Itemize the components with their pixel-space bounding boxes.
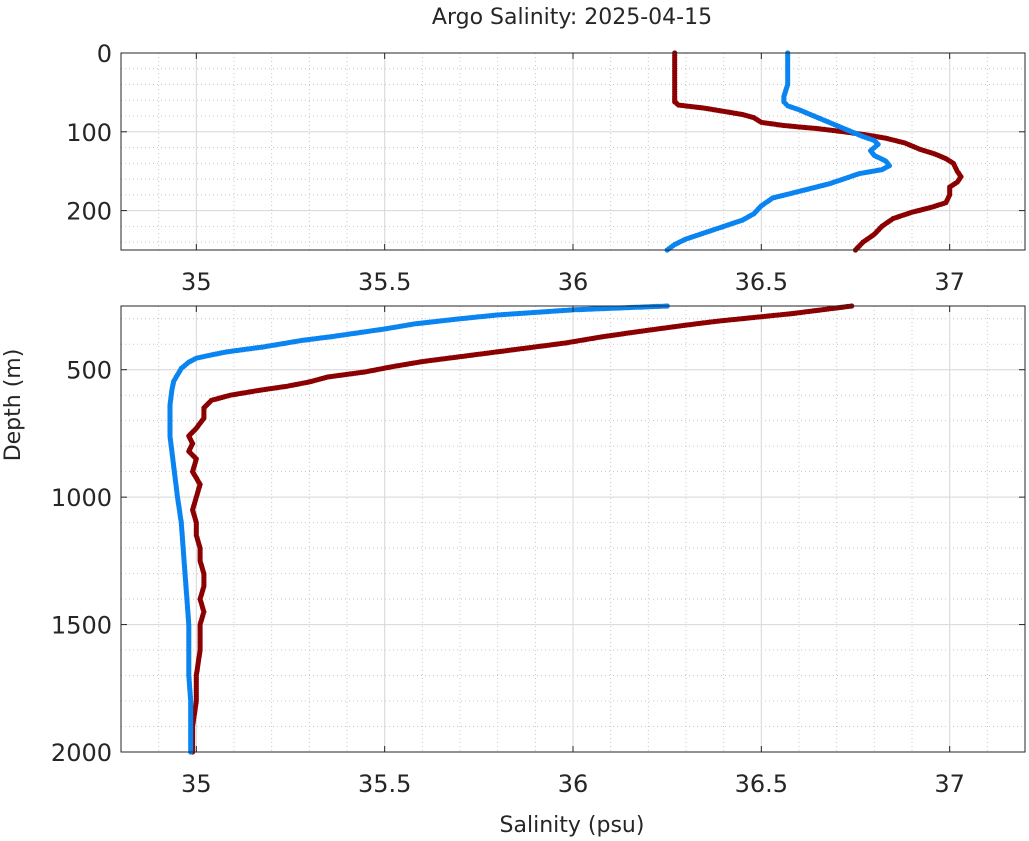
series-0-points [672,50,964,253]
y-axis-label: Depth (m) [1,349,26,462]
x-tick-label: 37 [934,268,965,296]
x-tick-label: 36 [558,770,589,798]
x-tick-label: 37 [934,770,965,798]
y-tick-label: 1500 [51,612,112,640]
y-tick-label: 0 [97,40,112,68]
y-tick-label: 200 [66,198,112,226]
x-tick-label: 35.5 [358,770,411,798]
chart-title: Argo Salinity: 2025-04-15 [432,5,712,30]
x-tick-label: 35 [181,268,212,296]
x-tick-label: 35.5 [358,268,411,296]
x-tick-label: 36.5 [735,268,788,296]
y-tick-label: 100 [66,119,112,147]
series-1-points [167,303,670,755]
y-tick-label: 500 [66,357,112,385]
x-tick-label: 36 [558,268,589,296]
x-axis-label: Salinity (psu) [500,813,645,838]
y-tick-label: 2000 [51,739,112,767]
series-0-points [186,303,855,755]
y-tick-label: 1000 [51,484,112,512]
upper-depth-panel: 35 35.5 36 36.5 37 0 100 200 [66,40,1026,296]
x-tick-label: 36.5 [735,770,788,798]
lower-depth-panel: 35 35.5 36 36.5 37 500 1000 1500 2000 [51,303,1026,798]
x-tick-label: 35 [181,770,212,798]
series-1-points [664,50,893,253]
